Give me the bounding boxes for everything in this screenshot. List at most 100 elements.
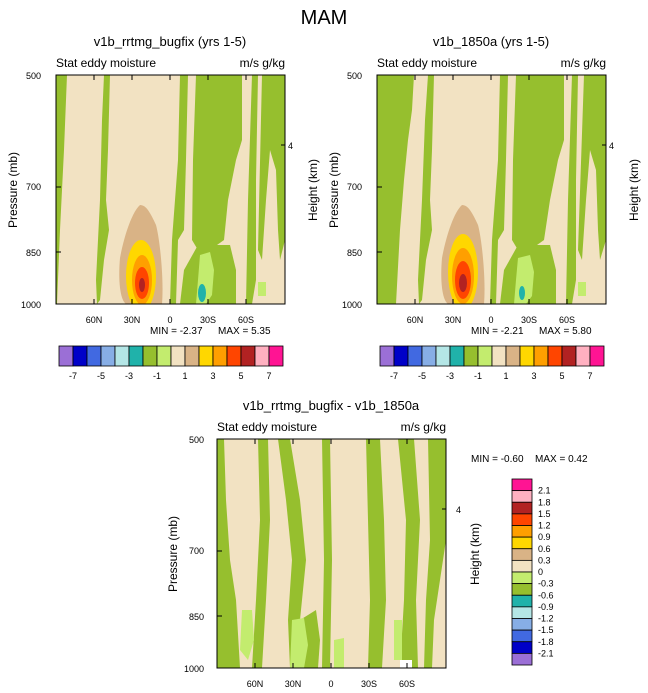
colorbar-label: -5 xyxy=(97,371,105,381)
colorbar-swatch xyxy=(240,345,256,367)
colorbar: -7 -5 -3 -1 1 3 5 7 xyxy=(379,345,605,381)
colorbar-label: -1 xyxy=(153,371,161,381)
x-tick-label: 30S xyxy=(361,679,377,689)
colorbar-label: 1.2 xyxy=(538,521,551,531)
colorbar-swatch xyxy=(491,345,507,367)
colorbar-label: -7 xyxy=(390,371,398,381)
contour-teal xyxy=(519,286,525,300)
contour-green-band xyxy=(278,439,306,668)
y-axis-label-right: Height (km) xyxy=(627,159,641,221)
contour-field xyxy=(217,439,446,668)
colorbar-label: 0.3 xyxy=(538,555,551,565)
right-string: m/s g/kg xyxy=(561,56,606,70)
contour-green-band xyxy=(56,75,67,304)
y-tick-label: 700 xyxy=(26,182,41,192)
colorbar-swatch xyxy=(477,345,493,367)
colorbar-label: -1 xyxy=(474,371,482,381)
colorbar-swatch xyxy=(86,345,102,367)
colorbar-swatch xyxy=(511,606,533,619)
colorbar-label: 7 xyxy=(266,371,271,381)
contour-green-band xyxy=(258,75,285,260)
y-tick-label: 1000 xyxy=(21,300,41,310)
colorbar-swatch xyxy=(393,345,409,367)
contour-field xyxy=(377,75,606,304)
y-tick-label: 700 xyxy=(347,182,362,192)
y-tick-label: 850 xyxy=(26,248,41,258)
colorbar-swatch xyxy=(511,559,533,573)
x-tick-label: 30N xyxy=(285,679,302,689)
colorbar-swatch xyxy=(379,345,395,367)
colorbar-swatch xyxy=(511,641,533,654)
colorbar-swatch xyxy=(589,345,605,367)
colorbar-label: 1 xyxy=(182,371,187,381)
y-tick-label: 850 xyxy=(347,248,362,258)
colorbar-swatch xyxy=(511,652,533,666)
contour-green-band xyxy=(418,75,434,304)
colorbar: 2.11.81.51.20.90.60.30-0.3-0.6-0.9-1.2-1… xyxy=(511,478,554,666)
max-label: MAX = 5.80 xyxy=(539,326,592,337)
contour-green-band xyxy=(566,75,578,304)
panel-difference: v1b_rrtmg_bugfix - v1b_1850a Stat eddy m… xyxy=(166,398,588,689)
colorbar-swatch xyxy=(407,345,423,367)
y-tick-label: 700 xyxy=(189,546,204,556)
colorbar-swatch xyxy=(511,629,533,643)
y-tick-label: 500 xyxy=(26,71,41,81)
colorbar-swatch xyxy=(505,345,521,367)
contour-lightgreen-band xyxy=(578,282,586,296)
colorbar-swatch xyxy=(547,345,563,367)
colorbar-swatch xyxy=(511,583,533,596)
colorbar-label: -1.5 xyxy=(538,625,554,635)
colorbar-swatch xyxy=(114,345,130,367)
colorbar-swatch xyxy=(519,345,535,367)
contour-lightgreen-band xyxy=(394,620,402,660)
colorbar-swatch xyxy=(533,345,549,367)
colorbar-label: -1.8 xyxy=(538,637,554,647)
x-tick-label: 60N xyxy=(247,679,264,689)
x-tick-label: 30N xyxy=(445,315,462,325)
page-title: MAM xyxy=(301,7,348,29)
contour-green-band xyxy=(322,439,332,668)
contour-green-band xyxy=(217,439,240,668)
y-tick-label: 850 xyxy=(189,612,204,622)
colorbar-label: 1 xyxy=(503,371,508,381)
x-tick-label: 60N xyxy=(86,315,103,325)
contour-green-band xyxy=(424,439,446,668)
colorbar-label: -7 xyxy=(69,371,77,381)
colorbar-label: -5 xyxy=(418,371,426,381)
colorbar-swatch xyxy=(58,345,74,367)
colorbar-label: 7 xyxy=(587,371,592,381)
y-axis-ticks xyxy=(56,74,285,305)
colorbar-swatch xyxy=(170,345,186,367)
contour-field xyxy=(56,75,285,304)
contour-darkred xyxy=(459,274,467,292)
max-label: MAX = 0.42 xyxy=(535,454,588,465)
contour-green-band xyxy=(252,439,270,668)
x-axis-ticks xyxy=(414,75,568,304)
contour-green-band xyxy=(490,75,508,304)
colorbar-label: 5 xyxy=(559,371,564,381)
colorbar-swatch xyxy=(511,536,533,550)
x-tick-label: 60S xyxy=(238,315,254,325)
colorbar-label: 1.5 xyxy=(538,509,551,519)
contour-lightgreen-band xyxy=(240,610,254,660)
colorbar-swatch xyxy=(449,345,465,367)
colorbar-swatch xyxy=(575,345,591,367)
contour-teal xyxy=(198,284,206,302)
contour-lightgreen-band xyxy=(334,638,344,668)
contour-green-band xyxy=(578,75,606,260)
min-label: MIN = -2.21 xyxy=(471,326,524,337)
contour-green-band xyxy=(170,75,188,304)
colorbar-label: 1.8 xyxy=(538,497,551,507)
colorbar-swatch xyxy=(511,571,533,585)
x-tick-label: 30S xyxy=(200,315,216,325)
colorbar-swatch xyxy=(198,345,214,367)
colorbar-swatch xyxy=(511,618,533,631)
y-right-tick-label: 4 xyxy=(609,141,614,151)
panel-rrtmg-bugfix: v1b_rrtmg_bugfix (yrs 1-5) Stat eddy moi… xyxy=(6,34,320,381)
panel-title: v1b_rrtmg_bugfix (yrs 1-5) xyxy=(94,34,246,49)
contour-lightgreen-band xyxy=(514,255,534,304)
colorbar-swatch xyxy=(511,525,533,538)
y-axis-ticks xyxy=(217,438,446,669)
colorbar-swatch xyxy=(511,501,533,515)
